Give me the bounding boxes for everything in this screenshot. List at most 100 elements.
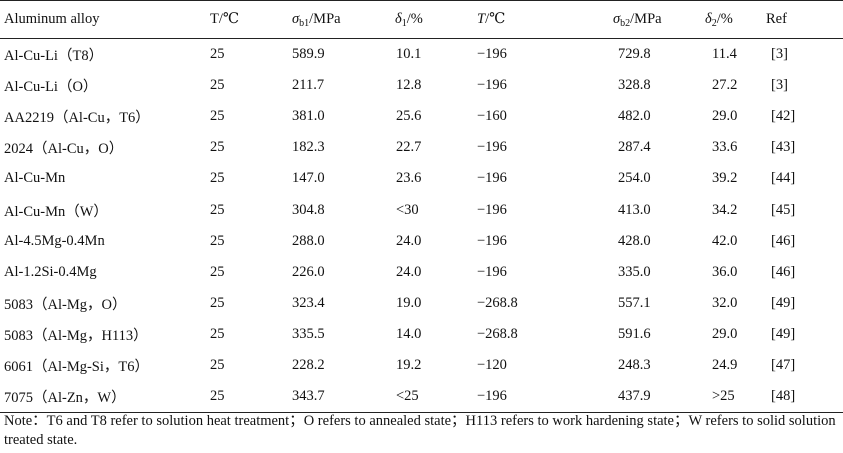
cell-t1: 25 (210, 357, 225, 374)
cell-s1: 182.3 (292, 139, 325, 156)
cell-alloy: 5083（Al-Mg，H113） (4, 328, 148, 345)
cell-d1: 25.6 (396, 107, 422, 124)
cell-d1: 14.0 (396, 326, 422, 343)
cell-d2: 11.4 (712, 45, 737, 62)
cell-t2: −196 (477, 139, 507, 156)
cell-ref: [42] (771, 107, 796, 124)
cell-t2: −120 (477, 357, 507, 374)
cell-t2: −196 (470, 381, 560, 414)
cell-alloy: Al-Cu-Mn (4, 170, 66, 187)
cell-t1: 25 (210, 170, 225, 187)
cell-t1: 25 (210, 232, 225, 249)
cell-d2: >25 (682, 381, 755, 414)
cell-d2: 32.0 (712, 295, 738, 312)
cell-d2: 33.6 (712, 139, 738, 156)
cell-ref: [47] (771, 357, 796, 374)
cell-s2: 287.4 (618, 139, 651, 156)
header-t2: T/℃ (470, 0, 560, 39)
table-row: 7075（Al-Zn，W） 25 343.7 <25 −196 437.9 >25 [48] (0, 381, 843, 414)
cell-alloy: AA2219（Al-Cu，T6） (4, 109, 150, 126)
cell-ref: [46] (771, 232, 796, 249)
cell-s2: 248.3 (618, 357, 651, 374)
table-row: Al-Cu-Li（T8） 25 589.9 10.1 −196 729.8 11.4 [3] (0, 39, 843, 70)
cell-s1: 147.0 (292, 170, 325, 187)
cell-ref: [3] (771, 76, 788, 93)
cell-s1: 288.0 (292, 232, 325, 249)
cell-t2: −196 (477, 201, 507, 218)
cell-alloy: Al-Cu-Li（O） (4, 78, 98, 95)
cell-d2: 42.0 (712, 232, 738, 249)
cell-t2: −196 (477, 45, 507, 62)
cell-ref: [46] (771, 263, 796, 280)
cell-ref: [44] (771, 170, 796, 187)
table-header-row: Aluminum alloy T/℃ σb1/MPa δ1/% T/℃ σb2/… (0, 0, 843, 39)
cell-d2: 36.0 (712, 263, 738, 280)
cell-t1: 25 (210, 295, 225, 312)
cell-t2: −268.8 (477, 326, 518, 343)
cell-s2: 591.6 (618, 326, 651, 343)
cell-d2: 29.0 (712, 107, 738, 124)
cell-d1: 19.2 (396, 357, 422, 374)
cell-t1: 25 (210, 381, 250, 414)
cell-t1: 25 (210, 326, 225, 343)
cell-d1: 10.1 (396, 45, 422, 62)
table-row: 2024（Al-Cu，O） 25 182.3 22.7 −196 287.4 33.6 [43… (0, 132, 843, 163)
table-row: Al-1.2Si-0.4Mg 25 226.0 24.0 −196 335.0 36.0 [4… (0, 257, 843, 288)
cell-alloy: 2024（Al-Cu，O） (4, 141, 124, 158)
cell-t1: 25 (210, 201, 225, 218)
cell-d2: 34.2 (712, 201, 738, 218)
table-row: AA2219（Al-Cu，T6） 25 381.0 25.6 −160 482.0 29.0… (0, 101, 843, 132)
cell-alloy: Al-Cu-Li（T8） (4, 47, 104, 64)
cell-s1: 226.0 (292, 263, 325, 280)
cell-s2: 437.9 (560, 381, 682, 414)
cell-s1: 589.9 (292, 45, 325, 62)
cell-alloy: 6061（Al-Mg-Si，T6） (4, 359, 149, 376)
table-note: Note：T6 and T8 refer to solution heat tr… (4, 413, 836, 448)
header-ref: Ref (755, 0, 843, 39)
cell-s2: 335.0 (618, 263, 651, 280)
cell-s2: 254.0 (618, 170, 651, 187)
cell-ref: [49] (771, 295, 796, 312)
cell-ref: [43] (771, 139, 796, 156)
cell-d2: 24.9 (712, 357, 738, 374)
cell-s2: 729.8 (618, 45, 651, 62)
cell-s1: 228.2 (292, 357, 325, 374)
cell-ref: [45] (771, 201, 796, 218)
cell-ref: [49] (771, 326, 796, 343)
cell-s2: 413.0 (618, 201, 651, 218)
cell-s1: 381.0 (292, 107, 325, 124)
cell-t1: 25 (210, 139, 225, 156)
table-row: 5083（Al-Mg，H113） 25 335.5 14.0 −268.8 591.6 29… (0, 319, 843, 350)
table-body: Al-Cu-Li（T8） 25 589.9 10.1 −196 729.8 11.4 [3] A… (0, 39, 843, 414)
cell-d2: 29.0 (712, 326, 738, 343)
cell-t2: −268.8 (477, 295, 518, 312)
header-alloy: Aluminum alloy (0, 0, 210, 39)
cell-t2: −196 (477, 170, 507, 187)
cell-d1: 24.0 (396, 263, 422, 280)
cell-t1: 25 (210, 107, 225, 124)
alloy-properties-table: Aluminum alloy T/℃ σb1/MPa δ1/% T/℃ σb2/… (0, 0, 843, 414)
cell-ref: [48] (755, 381, 843, 414)
cell-d1: 22.7 (396, 139, 422, 156)
cell-s1: 343.7 (250, 381, 325, 414)
cell-s1: 323.4 (292, 295, 325, 312)
cell-s2: 428.0 (618, 232, 651, 249)
cell-t2: −196 (477, 76, 507, 93)
header-sigma2: σb2/MPa (560, 0, 682, 39)
cell-d2: 39.2 (712, 170, 738, 187)
table-row: Al-Cu-Li（O） 25 211.7 12.8 −196 328.8 27.2 [3] (0, 70, 843, 101)
cell-s1: 211.7 (292, 76, 325, 93)
cell-d1: <25 (310, 381, 470, 414)
cell-d1: <30 (396, 201, 419, 218)
header-sigma1: σb1/MPa (250, 0, 341, 39)
cell-t1: 25 (210, 45, 225, 62)
cell-t2: −196 (477, 232, 507, 249)
table-row: 5083（Al-Mg，O） 25 323.4 19.0 −268.8 557.1 32.0 [… (0, 288, 843, 319)
cell-d1: 23.6 (396, 170, 422, 187)
cell-t1: 25 (210, 76, 225, 93)
cell-d1: 12.8 (396, 76, 422, 93)
cell-d1: 24.0 (396, 232, 422, 249)
table-row: Al-4.5Mg-0.4Mn 25 288.0 24.0 −196 428.0 42.0 [4… (0, 226, 843, 257)
cell-t1: 25 (210, 263, 225, 280)
